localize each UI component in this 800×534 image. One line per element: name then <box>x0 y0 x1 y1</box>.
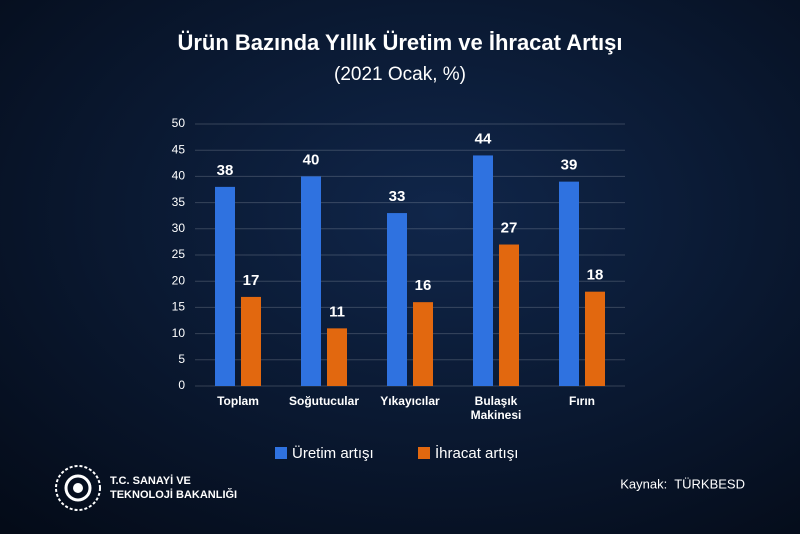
y-tick-label: 0 <box>178 378 185 392</box>
bar <box>559 181 579 386</box>
chart-title: Ürün Bazında Yıllık Üretim ve İhracat Ar… <box>177 30 622 55</box>
ministry-name: T.C. SANAYİ VE <box>110 474 191 487</box>
value-label: 17 <box>243 272 260 289</box>
x-tick-label-box: Yıkayıcılar <box>380 394 440 408</box>
y-tick-label: 15 <box>172 300 186 314</box>
x-tick-label: Bulaşık Makinesi <box>470 394 522 422</box>
y-tick-label: 35 <box>172 195 186 209</box>
bar <box>413 302 433 386</box>
y-tick-label: 25 <box>172 247 186 261</box>
y-tick-label: 40 <box>172 169 186 183</box>
x-tick-label: Fırın <box>569 394 595 408</box>
bar <box>387 213 407 386</box>
x-tick-label-box: Soğutucular <box>288 394 359 408</box>
ministry-name: TEKNOLOJİ BAKANLIĞI <box>110 488 237 501</box>
x-tick-label-box: Bulaşık Makinesi <box>470 394 522 422</box>
legend-label: Üretim artışı <box>292 444 374 462</box>
bar <box>327 328 347 386</box>
y-tick-label: 5 <box>178 352 185 366</box>
legend-swatch <box>418 447 430 459</box>
x-tick-label: Toplam <box>217 394 259 408</box>
y-tick-label: 30 <box>172 221 186 235</box>
x-tick-label: Yıkayıcılar <box>380 394 440 408</box>
value-label: 44 <box>475 130 492 147</box>
y-tick-label: 50 <box>172 116 186 130</box>
bar <box>241 296 261 386</box>
x-tick-label: Soğutucular <box>288 394 359 408</box>
y-tick-label: 20 <box>172 273 186 287</box>
chart-subtitle: (2021 Ocak, %) <box>334 64 466 85</box>
value-label: 11 <box>329 303 345 320</box>
value-label: 33 <box>389 188 406 205</box>
value-label: 18 <box>587 267 604 284</box>
bar <box>473 155 493 386</box>
legend-swatch <box>275 447 287 459</box>
bar <box>215 186 235 386</box>
legend-label: İhracat artışı <box>435 444 518 462</box>
x-tick-label-box: Toplam <box>217 394 259 408</box>
value-label: 16 <box>415 277 432 294</box>
y-tick-label: 10 <box>172 326 186 340</box>
bar <box>585 291 605 386</box>
bar <box>301 176 321 386</box>
logo <box>55 465 101 511</box>
source: Kaynak: TÜRKBESD <box>620 476 745 491</box>
value-label: 39 <box>561 157 578 174</box>
bar <box>499 244 519 386</box>
value-label: 27 <box>501 219 518 236</box>
value-label: 38 <box>217 162 234 179</box>
x-tick-label-box: Fırın <box>569 394 595 408</box>
y-tick-label: 45 <box>172 142 186 156</box>
value-label: 40 <box>303 151 320 168</box>
